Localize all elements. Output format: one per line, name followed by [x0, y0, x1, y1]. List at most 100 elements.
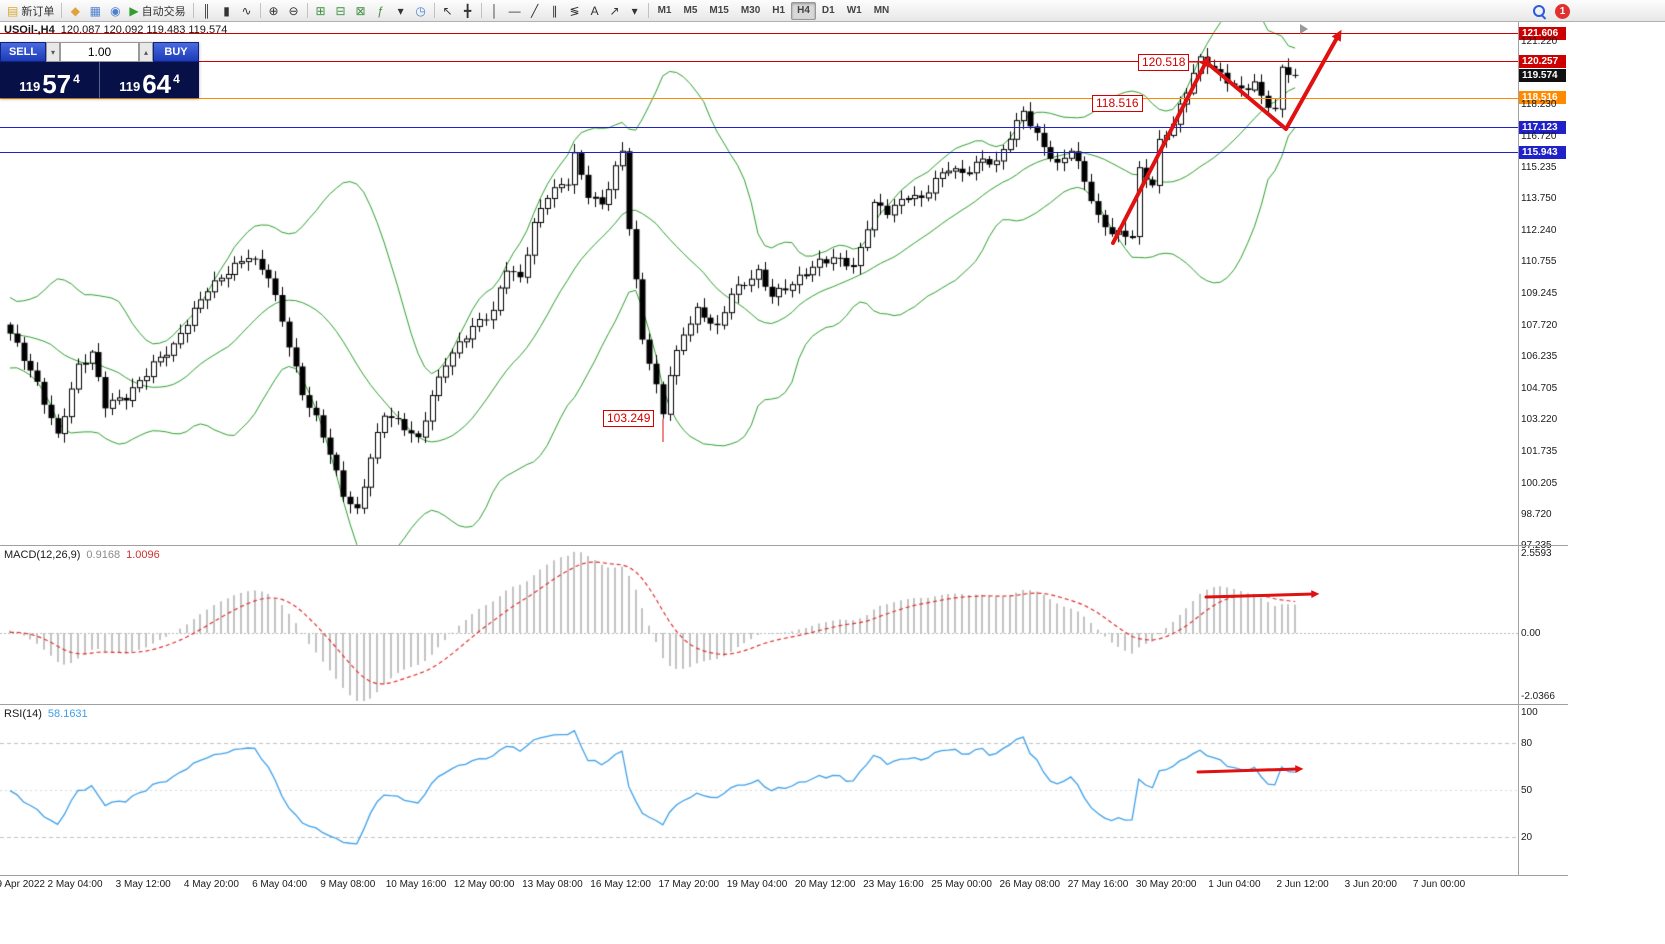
macd-axis-label: 0.00: [1521, 628, 1541, 639]
price-axis-label: 115.235: [1521, 161, 1557, 173]
autotrade-button[interactable]: ▶ 自动交易: [125, 2, 189, 20]
price-axis-badge: 118.516: [1519, 91, 1566, 105]
annotation-price-label[interactable]: 118.516: [1092, 95, 1143, 112]
rsi-indicator-label: RSI(14) 58.1631: [4, 708, 88, 720]
search-button[interactable]: [1528, 2, 1551, 20]
lot-size-input[interactable]: [60, 42, 139, 62]
trendline-button[interactable]: ╱: [525, 2, 545, 20]
fibonacci-icon: ≶: [569, 3, 580, 18]
price-axis-label: 100.205: [1521, 477, 1558, 489]
macd-main-value: 0.9168: [86, 549, 121, 561]
toolbar-separator: [306, 3, 308, 18]
data-window-icon: ▦: [89, 3, 102, 18]
toolbar-separator: [259, 3, 261, 18]
bid-sup: 4: [73, 72, 80, 86]
ask-quote[interactable]: 119 64 4: [99, 62, 199, 98]
price-axis-badge: 119.574: [1519, 69, 1566, 83]
price-axis-label: 121.220: [1521, 36, 1558, 48]
macd-panel-canvas[interactable]: [0, 546, 1518, 704]
bid-quote[interactable]: 119 57 4: [0, 62, 99, 98]
sell-button[interactable]: SELL: [0, 42, 46, 62]
market-watch-button[interactable]: ◆: [65, 2, 85, 20]
horizontal-line-button[interactable]: —: [505, 2, 525, 20]
buy-button[interactable]: BUY: [153, 42, 199, 62]
crosshair-button[interactable]: ╋: [458, 2, 478, 20]
time-axis-label: 29 Apr 2022: [0, 879, 45, 890]
zoom-in-button[interactable]: ⊕: [264, 2, 284, 20]
time-axis-label: 4 May 20:00: [183, 879, 239, 890]
ohlc-values: 120.087 120.092 119.483 119.574: [60, 24, 228, 36]
macd-signal-value: 1.0096: [126, 549, 160, 561]
price-axis-label: 98.720: [1521, 508, 1552, 520]
lot-increase-button[interactable]: ▴: [139, 42, 153, 62]
rsi-value: 58.1631: [47, 708, 88, 720]
timeframe-d1-button[interactable]: D1: [821, 5, 835, 16]
macd-name: MACD(12,26,9): [4, 549, 81, 561]
period-icon: ◷: [415, 3, 426, 18]
trade-quotes-row: 119 57 4 119 64 4: [0, 62, 199, 98]
time-axis-label: 23 May 16:00: [863, 879, 924, 890]
price-axis-label: 118.230: [1521, 98, 1557, 110]
time-axis-label: 16 May 12:00: [590, 879, 651, 890]
channel-button[interactable]: ∥: [545, 2, 565, 20]
time-axis-label: 30 May 20:00: [1135, 879, 1197, 890]
cascade-windows-icon: ⊟: [335, 3, 346, 18]
zoom-out-button[interactable]: ⊖: [284, 2, 304, 20]
main-toolbar: ▤ 新订单 ◆ ▦ ◉ ▶ 自动交易 ║ ▮ ∿ ⊕ ⊖ ⊞ ⊟ ⊠ ƒ ▾ ◷ ↖ ╋ │ — ╱ ∥ ≶ A ↗ ▾ M1 M5 M1…: [0, 0, 1665, 22]
rsi-panel-canvas[interactable]: [0, 705, 1518, 875]
cursor-button[interactable]: ↖: [438, 2, 458, 20]
fibonacci-button[interactable]: ≶: [565, 2, 585, 20]
time-axis-label: 10 May 16:00: [385, 879, 447, 890]
tile-windows-button[interactable]: ⊞: [311, 2, 331, 20]
timeframe-m15-button[interactable]: M15: [709, 5, 729, 16]
candlestick-chart-button[interactable]: ▮: [217, 2, 237, 20]
price-axis-badge: 115.943: [1519, 145, 1566, 159]
autotrade-icon: ▶: [129, 3, 139, 18]
arrows-button[interactable]: ↗: [605, 2, 625, 20]
notification-badge[interactable]: 1: [1555, 3, 1570, 19]
time-axis-label: 9 May 08:00: [320, 879, 376, 890]
panel-separator[interactable]: [0, 875, 1568, 876]
tile-windows-icon: ⊞: [315, 3, 326, 18]
lot-decrease-button[interactable]: ▾: [46, 42, 60, 62]
timeframe-h4-button[interactable]: H4: [791, 1, 816, 20]
vertical-line-button[interactable]: │: [485, 2, 505, 20]
time-axis-label: 6 May 04:00: [252, 879, 308, 890]
rsi-name: RSI(14): [4, 708, 42, 720]
price-chart-canvas[interactable]: [0, 22, 1518, 545]
cascade-windows-button[interactable]: ⊟: [331, 2, 351, 20]
price-axis-label: 109.245: [1521, 287, 1558, 299]
text-button[interactable]: A: [585, 2, 605, 20]
navigator-button[interactable]: ◉: [105, 2, 125, 20]
period-button[interactable]: ◷: [411, 2, 431, 20]
bar-chart-button[interactable]: ║: [197, 2, 217, 20]
toolbar-buttons: ▤ 新订单 ◆ ▦ ◉ ▶ 自动交易 ║ ▮ ∿ ⊕ ⊖ ⊞ ⊟ ⊠ ƒ ▾ ◷ ↖ ╋ │ — ╱ ∥ ≶ A ↗ ▾: [3, 0, 652, 22]
time-axis-label: 12 May 00:00: [453, 879, 515, 890]
candlestick-chart-icon: ▮: [223, 3, 230, 18]
indicator-list-button[interactable]: ▾: [391, 2, 411, 20]
timeframe-h1-button[interactable]: H1: [772, 5, 786, 16]
timeframe-mn-button[interactable]: MN: [873, 5, 890, 16]
chart-shift-marker[interactable]: [1300, 24, 1308, 34]
new-order-button[interactable]: ▤ 新订单: [3, 2, 58, 20]
new-order-icon: ▤: [7, 3, 19, 18]
annotation-price-label[interactable]: 103.249: [603, 410, 655, 427]
time-axis-label: 27 May 16:00: [1067, 879, 1129, 890]
timeframe-w1-button[interactable]: W1: [846, 5, 862, 16]
line-chart-button[interactable]: ∿: [237, 2, 257, 20]
one-click-trading-panel: SELL ▾ ▴ BUY 119 57 4 119 64 4: [0, 42, 199, 98]
time-axis-label: 3 Jun 20:00: [1344, 879, 1397, 890]
price-axis-badge: 121.606: [1519, 26, 1566, 40]
timeframe-m5-button[interactable]: M5: [683, 5, 698, 16]
data-window-button[interactable]: ▦: [85, 2, 105, 20]
arrange-windows-button[interactable]: ⊠: [351, 2, 371, 20]
timeframe-m30-button[interactable]: M30: [740, 5, 761, 16]
panel-separator[interactable]: [0, 545, 1568, 546]
annotation-price-label[interactable]: 120.518: [1138, 54, 1190, 71]
time-axis-label: 2 May 04:00: [47, 879, 103, 890]
price-axis-label: 106.235: [1521, 350, 1558, 362]
shapes-button[interactable]: ▾: [625, 2, 645, 20]
panel-separator[interactable]: [0, 704, 1568, 705]
indicators-button[interactable]: ƒ: [371, 2, 391, 20]
timeframe-m1-button[interactable]: M1: [657, 5, 672, 16]
